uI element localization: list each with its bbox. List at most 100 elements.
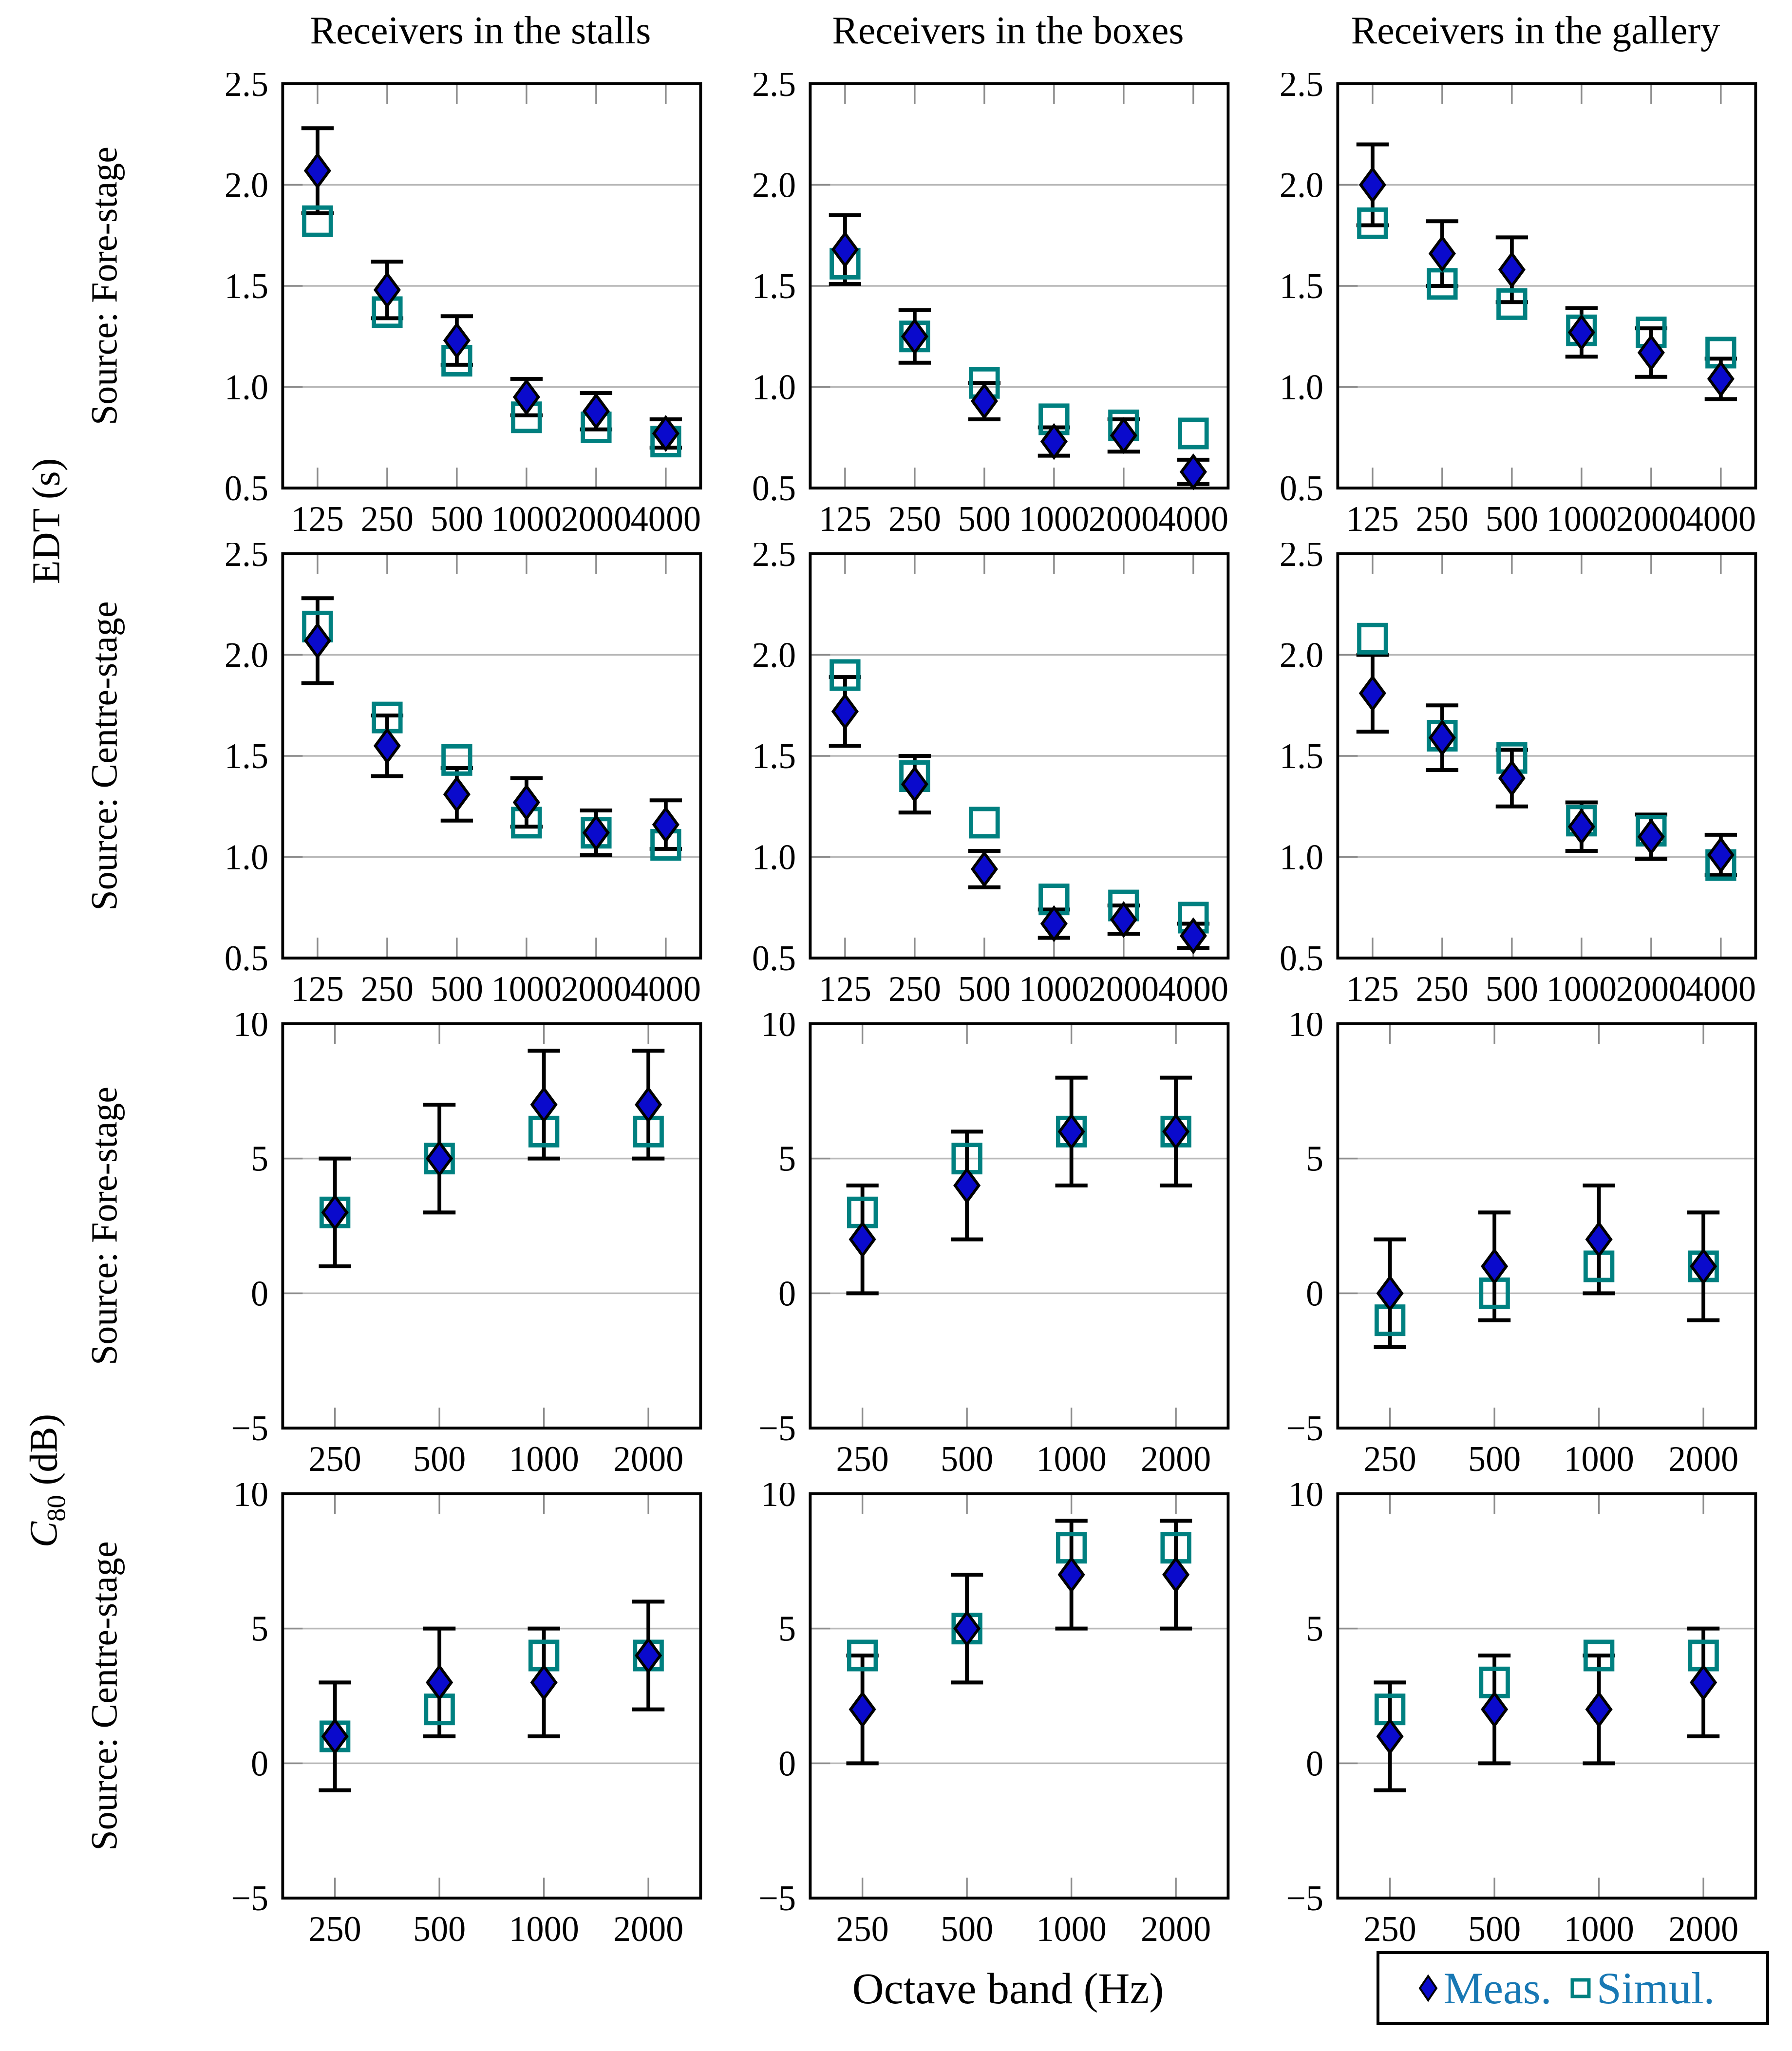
svg-text:0: 0 — [778, 1744, 796, 1784]
svg-text:0.5: 0.5 — [752, 468, 796, 508]
svg-text:1.0: 1.0 — [225, 367, 268, 407]
svg-text:5: 5 — [1306, 1139, 1323, 1179]
svg-text:10: 10 — [1288, 1013, 1323, 1044]
svg-text:5: 5 — [778, 1609, 796, 1649]
panel-c80-fore-gallery: −5 0 5 10 250 500 1000 2000 — [1250, 1013, 1763, 1483]
svg-text:125: 125 — [1346, 499, 1399, 539]
svg-text:125: 125 — [819, 499, 871, 539]
svg-text:250: 250 — [888, 499, 941, 539]
svg-text:2000: 2000 — [1141, 1439, 1211, 1479]
svg-text:2000: 2000 — [1141, 1909, 1211, 1949]
svg-text:−5: −5 — [231, 1878, 268, 1918]
legend: Meas. Simul. — [1377, 1951, 1769, 2025]
svg-text:1.5: 1.5 — [225, 736, 268, 776]
svg-text:−5: −5 — [1286, 1408, 1323, 1448]
svg-text:500: 500 — [958, 499, 1011, 539]
svg-text:2.5: 2.5 — [225, 73, 268, 104]
panel-c80-fore-boxes: −5 0 5 10 250 500 1000 2000 — [722, 1013, 1235, 1483]
svg-text:125: 125 — [819, 969, 871, 1009]
svg-text:5: 5 — [251, 1609, 268, 1649]
svg-text:250: 250 — [836, 1439, 889, 1479]
svg-text:1.0: 1.0 — [752, 837, 796, 877]
svg-text:2000: 2000 — [1616, 499, 1686, 539]
svg-text:2.5: 2.5 — [752, 73, 796, 104]
svg-text:0.5: 0.5 — [752, 938, 796, 978]
svg-text:2000: 2000 — [1668, 1439, 1738, 1479]
svg-text:1000: 1000 — [491, 969, 562, 1009]
c80-unit: (dB) — [22, 1413, 66, 1495]
svg-text:2000: 2000 — [613, 1439, 683, 1479]
row-label-c80-fore: Source: Fore-stage — [84, 1087, 125, 1365]
chart-svg: −5 0 5 10 250 500 1000 2000 — [1286, 1013, 1757, 1479]
chart-svg: −5 0 5 10 250 500 1000 2000 — [758, 1483, 1230, 1949]
svg-text:10: 10 — [233, 1013, 268, 1044]
plot-grid: Source: Fore-stage 0.5 1.0 1.5 2.0 2.5 125 250… — [0, 73, 1777, 1953]
svg-text:0: 0 — [1306, 1744, 1323, 1784]
svg-text:4000: 4000 — [1686, 969, 1756, 1009]
svg-text:2000: 2000 — [1616, 969, 1686, 1009]
svg-text:1000: 1000 — [1036, 1439, 1106, 1479]
y-axis-label-c80: C80 (dB) — [22, 1414, 72, 1547]
column-titles: Receivers in the stalls Receivers in the… — [0, 9, 1777, 53]
svg-text:−5: −5 — [1286, 1878, 1323, 1918]
svg-text:1.0: 1.0 — [225, 837, 268, 877]
svg-text:1.0: 1.0 — [1280, 837, 1323, 877]
panel-edt-fore-boxes: 0.5 1.0 1.5 2.0 2.5 125 250 500 1000 2000 4000 — [722, 73, 1235, 543]
svg-text:10: 10 — [761, 1013, 796, 1044]
svg-text:4000: 4000 — [1686, 499, 1756, 539]
svg-text:250: 250 — [1416, 499, 1469, 539]
svg-text:1.0: 1.0 — [752, 367, 796, 407]
svg-text:2.0: 2.0 — [225, 635, 268, 675]
c80-subscript: 80 — [41, 1495, 71, 1522]
panel-edt-centre-boxes: 0.5 1.0 1.5 2.0 2.5 125 250 500 1000 2000 4000 — [722, 543, 1235, 1013]
svg-text:2.5: 2.5 — [752, 543, 796, 574]
svg-text:2.0: 2.0 — [1280, 635, 1323, 675]
svg-text:500: 500 — [1468, 1909, 1521, 1949]
svg-text:2.0: 2.0 — [752, 635, 796, 675]
svg-text:0: 0 — [251, 1274, 268, 1314]
svg-text:1.5: 1.5 — [1280, 736, 1323, 776]
svg-text:2000: 2000 — [613, 1909, 683, 1949]
svg-text:0.5: 0.5 — [1280, 468, 1323, 508]
col-title-stalls: Receivers in the stalls — [310, 9, 651, 52]
legend-meas-label: Meas. — [1443, 1963, 1552, 2013]
svg-text:2000: 2000 — [1089, 499, 1159, 539]
svg-text:1.5: 1.5 — [752, 266, 796, 306]
svg-text:2.0: 2.0 — [1280, 165, 1323, 205]
svg-text:250: 250 — [888, 969, 941, 1009]
svg-text:0: 0 — [251, 1744, 268, 1784]
y-axis-label-edt: EDT (s) — [25, 458, 68, 584]
row-label-edt-fore: Source: Fore-stage — [84, 147, 125, 425]
svg-text:500: 500 — [958, 969, 1011, 1009]
chart-svg: −5 0 5 10 250 500 1000 2000 — [1286, 1483, 1757, 1949]
svg-text:125: 125 — [291, 969, 344, 1009]
svg-text:2.0: 2.0 — [752, 165, 796, 205]
col-title-gallery: Receivers in the gallery — [1351, 9, 1720, 52]
svg-text:1000: 1000 — [509, 1439, 579, 1479]
col-title-boxes: Receivers in the boxes — [832, 9, 1184, 52]
svg-text:5: 5 — [251, 1139, 268, 1179]
svg-text:1000: 1000 — [1019, 499, 1089, 539]
svg-text:4000: 4000 — [631, 969, 701, 1009]
simul-open-square-icon — [1569, 1977, 1592, 1999]
panel-edt-centre-gallery: 0.5 1.0 1.5 2.0 2.5 125 250 500 1000 2000 4000 — [1250, 543, 1763, 1013]
svg-text:500: 500 — [1468, 1439, 1521, 1479]
svg-text:4000: 4000 — [1158, 499, 1228, 539]
panel-c80-centre-gallery: −5 0 5 10 250 500 1000 2000 — [1250, 1483, 1763, 1953]
svg-text:500: 500 — [413, 1439, 466, 1479]
svg-text:500: 500 — [1486, 499, 1538, 539]
panel-edt-fore-gallery: 0.5 1.0 1.5 2.0 2.5 125 250 500 1000 2000 4000 — [1250, 73, 1763, 543]
svg-text:10: 10 — [761, 1483, 796, 1514]
svg-text:125: 125 — [291, 499, 344, 539]
chart-svg: −5 0 5 10 250 500 1000 2000 — [231, 1483, 702, 1949]
chart-svg: −5 0 5 10 250 500 1000 2000 — [758, 1013, 1230, 1479]
svg-text:2000: 2000 — [1089, 969, 1159, 1009]
svg-text:10: 10 — [1288, 1483, 1323, 1514]
svg-text:−5: −5 — [758, 1878, 796, 1918]
row-label-edt-centre: Source: Centre-stage — [84, 601, 125, 911]
svg-text:1.5: 1.5 — [1280, 266, 1323, 306]
svg-text:2.5: 2.5 — [1280, 73, 1323, 104]
svg-text:1.5: 1.5 — [752, 736, 796, 776]
